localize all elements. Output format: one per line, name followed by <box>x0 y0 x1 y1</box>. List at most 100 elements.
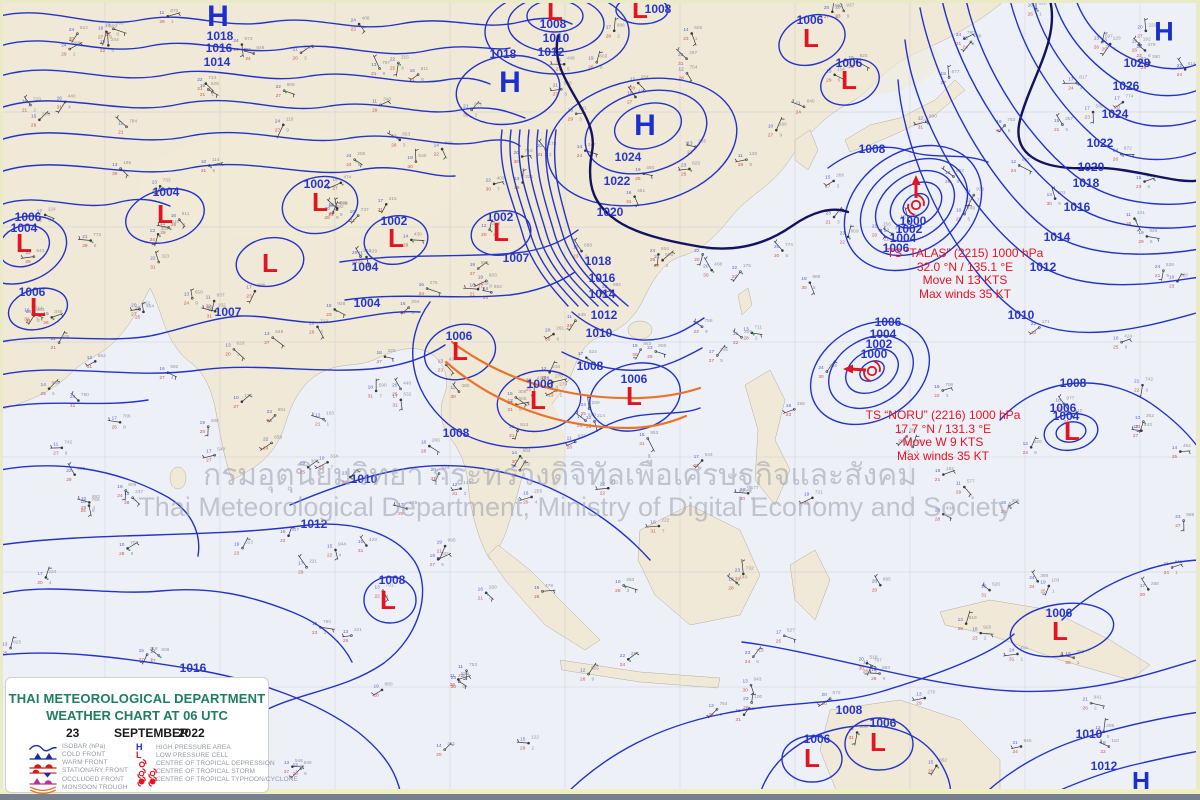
svg-text:18: 18 <box>934 384 940 390</box>
svg-text:944: 944 <box>705 452 713 458</box>
svg-text:13: 13 <box>343 629 349 635</box>
station-plot: 16 222 31 7 <box>645 518 670 535</box>
svg-text:16: 16 <box>470 283 476 289</box>
svg-text:19: 19 <box>632 343 638 349</box>
svg-text:2: 2 <box>984 636 987 642</box>
svg-text:17: 17 <box>1114 96 1120 102</box>
station-plot: 11 784 21 <box>115 114 137 135</box>
station-plot: 23 759 20 <box>342 469 361 486</box>
svg-text:299: 299 <box>592 400 600 406</box>
svg-text:12: 12 <box>481 223 487 229</box>
station-plot: 22 403 30 7 <box>486 175 505 192</box>
svg-text:759: 759 <box>353 469 361 475</box>
svg-text:20: 20 <box>131 303 137 309</box>
svg-text:13: 13 <box>375 584 381 590</box>
svg-text:24: 24 <box>900 224 906 230</box>
svg-text:20: 20 <box>822 701 828 707</box>
station-plot: 21 772 29 8 <box>77 232 102 249</box>
svg-text:3: 3 <box>946 393 949 399</box>
svg-text:177: 177 <box>751 485 759 491</box>
svg-text:11: 11 <box>159 10 164 16</box>
svg-text:20: 20 <box>1137 44 1143 50</box>
svg-text:22: 22 <box>390 56 396 62</box>
svg-text:920: 920 <box>1034 439 1042 445</box>
station-plot: 24 404 31 1 <box>1003 645 1028 662</box>
svg-text:20: 20 <box>342 480 348 486</box>
svg-text:15: 15 <box>981 584 987 590</box>
svg-text:21: 21 <box>358 260 364 266</box>
svg-text:11: 11 <box>118 120 123 126</box>
legend-label: OCCLUDED FRONT <box>62 775 125 783</box>
svg-text:410: 410 <box>837 208 845 214</box>
station-plot: 23 732 30 <box>735 559 754 582</box>
station-plot: 12 980 31 <box>913 113 937 130</box>
svg-text:27: 27 <box>276 93 282 99</box>
svg-text:20: 20 <box>324 206 330 212</box>
svg-text:8: 8 <box>123 425 126 431</box>
svg-text:18: 18 <box>26 309 32 315</box>
svg-text:21: 21 <box>350 218 356 224</box>
svg-text:10: 10 <box>81 496 87 502</box>
svg-text:28: 28 <box>374 692 380 698</box>
station-plot: 21 205 22 <box>732 328 752 346</box>
svg-text:753: 753 <box>469 662 477 668</box>
svg-text:28: 28 <box>1114 105 1120 111</box>
svg-text:30: 30 <box>112 171 118 177</box>
station-plot: 14 608 27 <box>150 647 169 664</box>
svg-text:14: 14 <box>434 143 440 149</box>
svg-text:100: 100 <box>754 694 762 700</box>
svg-text:28: 28 <box>580 677 586 683</box>
svg-text:830: 830 <box>915 438 923 444</box>
svg-text:13: 13 <box>438 358 444 364</box>
svg-text:13: 13 <box>514 176 520 182</box>
map-frame-top <box>0 0 1200 3</box>
svg-text:25: 25 <box>776 638 782 644</box>
svg-text:20: 20 <box>135 305 141 311</box>
svg-text:28: 28 <box>171 222 177 228</box>
svg-text:17: 17 <box>776 629 782 635</box>
svg-text:348: 348 <box>54 309 62 315</box>
svg-text:20: 20 <box>436 752 442 758</box>
station-plot: 15 928 23 <box>326 301 346 318</box>
svg-text:936: 936 <box>976 187 984 193</box>
svg-text:23: 23 <box>786 412 792 418</box>
svg-text:28: 28 <box>200 429 206 435</box>
svg-text:22: 22 <box>620 653 626 659</box>
svg-text:20: 20 <box>514 150 520 156</box>
svg-text:2: 2 <box>666 263 669 269</box>
station-plot: 12 144 31 3 <box>450 480 471 497</box>
svg-text:825: 825 <box>13 640 21 646</box>
svg-text:15: 15 <box>1054 118 1060 124</box>
svg-text:22: 22 <box>276 84 282 90</box>
svg-text:659: 659 <box>274 434 282 440</box>
svg-text:27: 27 <box>150 658 156 664</box>
svg-text:22: 22 <box>66 468 72 474</box>
svg-text:16: 16 <box>945 170 951 176</box>
svg-text:9: 9 <box>1125 345 1128 351</box>
svg-text:28: 28 <box>738 162 744 168</box>
tropical-storm-icon <box>136 767 160 781</box>
station-plot: 19 603 26 9 <box>588 50 608 71</box>
svg-text:380: 380 <box>461 383 469 389</box>
svg-text:31: 31 <box>87 364 93 370</box>
svg-text:27: 27 <box>654 263 660 269</box>
station-plot: 10 166 27 9 <box>768 116 787 139</box>
station-plot: 15 852 28 <box>928 757 947 776</box>
svg-text:562: 562 <box>98 353 106 359</box>
station-plot: 14 855 25 6 <box>41 379 61 397</box>
svg-text:24: 24 <box>233 38 239 44</box>
svg-text:28: 28 <box>391 142 397 148</box>
svg-text:13: 13 <box>1135 415 1141 421</box>
station-plot: 12 209 30 5 <box>1095 717 1115 740</box>
svg-text:4: 4 <box>92 505 95 511</box>
station-plot: 19 683 27 8 <box>473 272 497 289</box>
svg-text:17: 17 <box>1085 106 1091 112</box>
legend-label: WARM FRONT <box>62 759 108 767</box>
station-plot: 12 920 24 9 <box>1023 436 1042 456</box>
svg-text:14: 14 <box>577 144 583 150</box>
svg-text:7: 7 <box>362 27 365 33</box>
svg-text:411: 411 <box>611 480 619 486</box>
svg-text:30: 30 <box>801 285 807 291</box>
